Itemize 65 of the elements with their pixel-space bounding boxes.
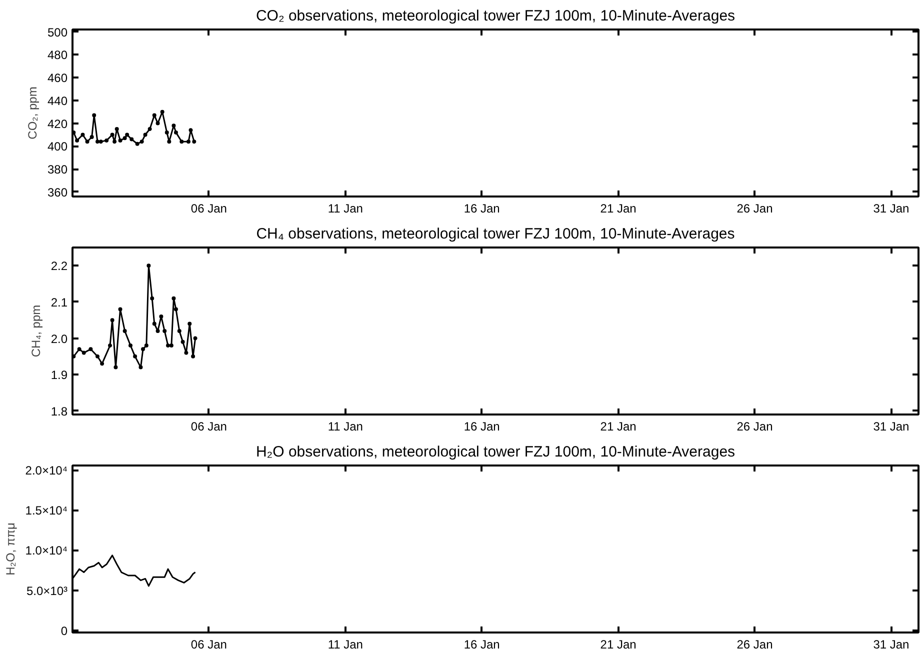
point xyxy=(85,140,90,144)
y-tick-label: 1.9 xyxy=(50,368,68,382)
x-tick-label: 21 Jan xyxy=(600,420,636,434)
x-tick-label: 26 Jan xyxy=(736,202,773,216)
x-tick-label: 16 Jan xyxy=(464,638,500,652)
x-tick-label: 16 Jan xyxy=(464,420,500,434)
y-tick-label: 360 xyxy=(47,185,68,200)
x-tick-label: 11 Jan xyxy=(328,202,363,216)
x-tick-label: 11 Jan xyxy=(328,638,363,652)
x-tick-label: 26 Jan xyxy=(736,638,773,652)
point xyxy=(188,128,193,132)
point xyxy=(135,142,140,146)
x-tick-label: 31 Jan xyxy=(873,202,910,216)
y-tick-label: 500 xyxy=(47,25,68,40)
x-tick-label: 31 Jan xyxy=(873,638,910,652)
y-tick-label: 1.8 xyxy=(50,404,68,418)
y-tick-label: 2.2 xyxy=(50,259,68,274)
point xyxy=(140,140,144,144)
x-tick-label: 26 Jan xyxy=(736,420,773,434)
chart-title: H₂O observations, meteorological tower FZJ 100m, 10-Minute-Averages xyxy=(256,444,736,460)
y-tick-label: 2.1 xyxy=(50,295,68,310)
chart-title: CO₂ observations, meteorological tower FZJ 100m, 10-Minute-Averages xyxy=(256,8,736,24)
point xyxy=(114,127,119,132)
y-tick-label: 420 xyxy=(47,116,68,131)
y-tick-label: 400 xyxy=(47,140,68,154)
y-tick-label: 2.0×10⁴ xyxy=(25,463,68,478)
point xyxy=(96,140,100,144)
point xyxy=(192,140,196,144)
y-tick-label: 0 xyxy=(60,624,68,638)
x-tick-label: 31 Jan xyxy=(873,420,910,434)
x-tick-label: 16 Jan xyxy=(464,202,500,216)
point xyxy=(75,138,80,142)
y-tick-label: 1.0×10⁴ xyxy=(25,544,68,558)
x-tick-label: 21 Jan xyxy=(600,202,636,216)
x-tick-label: 06 Jan xyxy=(190,638,227,652)
y-tick-label: 2.0 xyxy=(50,332,68,346)
point xyxy=(180,140,184,144)
x-tick-label: 06 Jan xyxy=(190,420,227,434)
point xyxy=(172,124,176,128)
y-tick-label: 440 xyxy=(47,94,68,108)
point xyxy=(122,136,127,140)
point xyxy=(164,130,169,134)
point xyxy=(104,138,109,142)
y-tick-label: 1.5×10⁴ xyxy=(25,503,68,518)
x-tick-label: 06 Jan xyxy=(190,202,227,216)
y-tick-label: 5.0×10³ xyxy=(26,584,68,598)
y-tick-label: 460 xyxy=(47,71,68,86)
point xyxy=(167,140,172,144)
point xyxy=(152,113,156,118)
point xyxy=(160,110,164,114)
y-tick-label: 380 xyxy=(47,162,68,177)
x-tick-label: 11 Jan xyxy=(328,420,363,434)
point xyxy=(92,113,96,118)
point xyxy=(80,132,85,137)
point xyxy=(156,121,160,126)
y-axis-title: CO₂, ppm xyxy=(25,86,40,140)
point xyxy=(143,132,148,137)
x-tick-label: 21 Jan xyxy=(600,638,636,652)
y-axis-title: H₂O, ππμ xyxy=(3,522,18,576)
y-tick-label: 480 xyxy=(47,48,68,62)
chart-title: CH₄ observations, meteorological tower FZJ 100m, 10-Minute-Averages xyxy=(256,226,735,242)
point xyxy=(148,127,152,132)
point xyxy=(112,140,117,144)
point xyxy=(98,140,103,144)
y-axis-title: CH₄, ppm xyxy=(28,304,43,358)
